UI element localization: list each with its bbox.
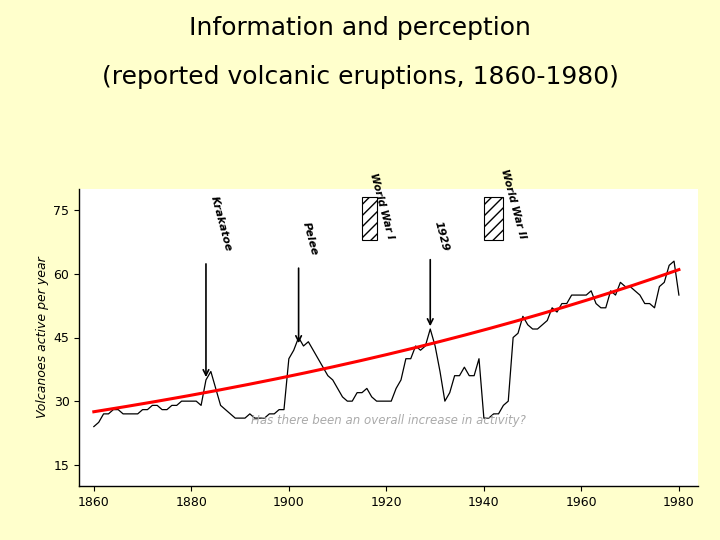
Y-axis label: Volcanoes active per year: Volcanoes active per year [36, 256, 49, 418]
Text: World War II: World War II [500, 168, 528, 240]
Text: Pelee: Pelee [301, 221, 320, 257]
Text: (reported volcanic eruptions, 1860-1980): (reported volcanic eruptions, 1860-1980) [102, 65, 618, 89]
Text: Has there been an overall increase in activity?: Has there been an overall increase in ac… [251, 414, 526, 427]
Bar [484, 198, 503, 240]
Bar [362, 198, 377, 240]
Text: 1929: 1929 [433, 220, 451, 253]
Text: Information and perception: Information and perception [189, 16, 531, 40]
Text: World War I: World War I [368, 172, 395, 240]
Text: Krakatoe: Krakatoe [208, 195, 233, 253]
